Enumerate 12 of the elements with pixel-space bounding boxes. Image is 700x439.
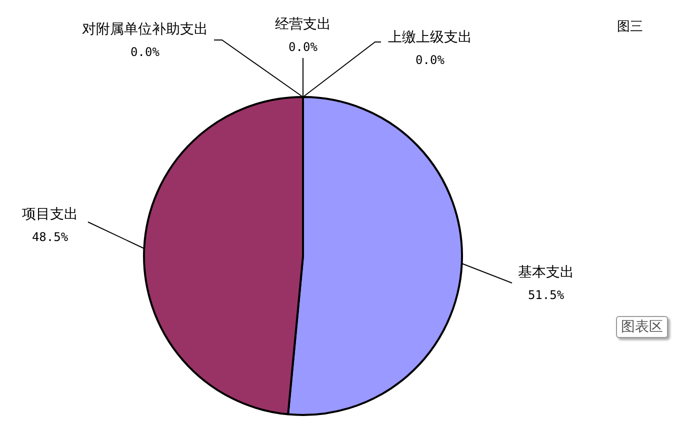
slice-label: 基本支出 — [518, 264, 574, 281]
category-label: 对附属单位补助支出 — [82, 22, 208, 38]
category-label: 上缴上级支出 — [388, 30, 472, 46]
data-label: 48.5% — [32, 230, 69, 244]
text: 0.0% — [130, 45, 160, 60]
text: 图三 — [617, 19, 643, 34]
data-label: 51.5% — [528, 288, 565, 302]
category-label: 经营支出 — [275, 16, 331, 33]
slice-label: 项目支出 — [22, 206, 78, 223]
text: 图表区 — [616, 316, 668, 338]
text: 0.0% — [288, 40, 318, 54]
text: 0.0% — [416, 53, 444, 68]
